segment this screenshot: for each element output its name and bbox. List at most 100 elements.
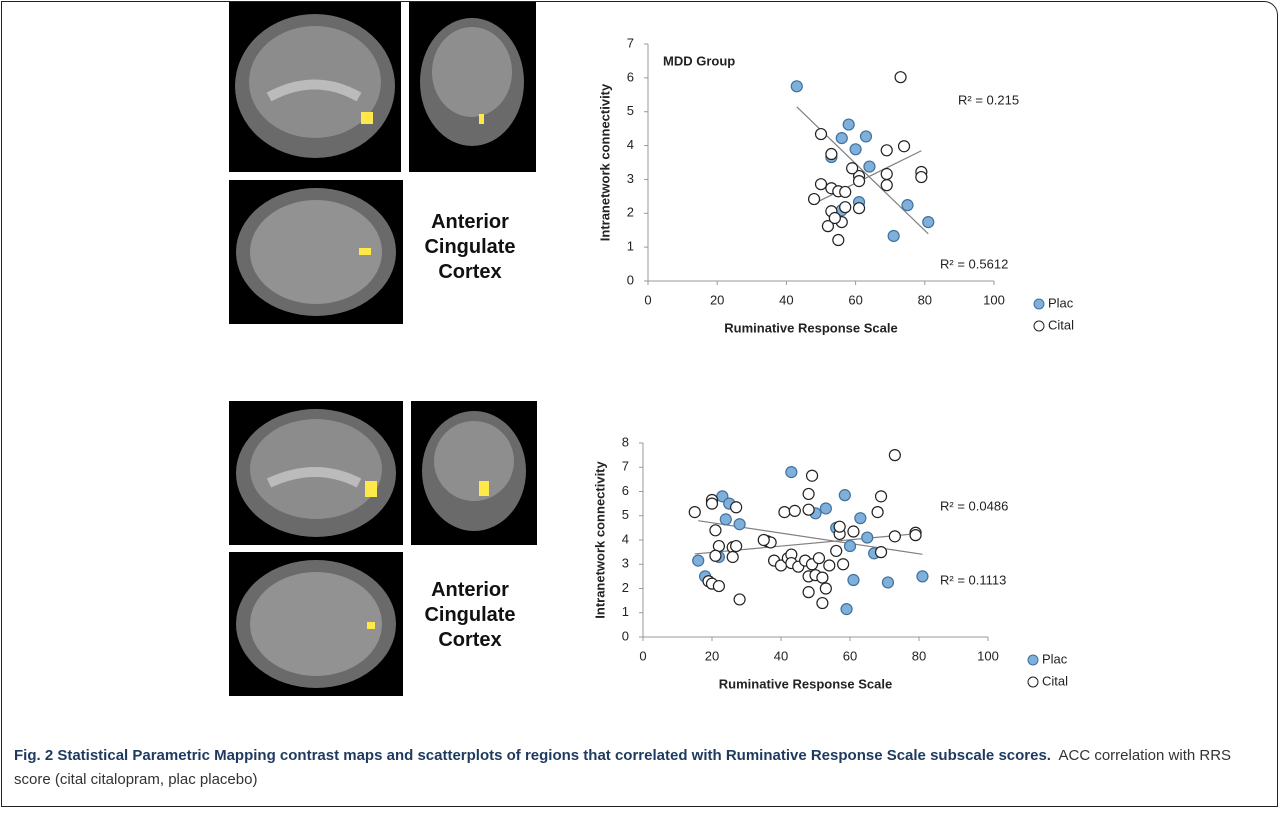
coronal-image bbox=[411, 401, 537, 545]
data-point bbox=[861, 531, 874, 544]
x-tick-label: 100 bbox=[983, 292, 1005, 307]
data-point bbox=[839, 201, 852, 214]
legend-marker bbox=[1027, 654, 1039, 666]
caption-text: ACC correlation with RRS score (cital ci… bbox=[14, 747, 1232, 788]
data-point bbox=[692, 554, 705, 567]
data-point bbox=[897, 140, 911, 153]
x-tick-label: 60 bbox=[843, 648, 857, 663]
region-label: Anterior Cingulate Cortex bbox=[424, 211, 516, 283]
data-point bbox=[915, 170, 928, 184]
data-point bbox=[881, 576, 895, 589]
data-point bbox=[757, 533, 770, 547]
y-tick-label: 0 bbox=[622, 628, 629, 643]
y-tick-label: 2 bbox=[627, 205, 634, 220]
data-point bbox=[880, 179, 893, 192]
data-point bbox=[874, 490, 888, 503]
annotation: R² = 0.215 bbox=[958, 92, 1019, 107]
data-point bbox=[709, 524, 722, 537]
data-point bbox=[901, 199, 914, 212]
data-point bbox=[816, 571, 829, 584]
axial-image bbox=[229, 552, 403, 696]
data-point bbox=[805, 469, 819, 482]
x-tick-label: 60 bbox=[848, 292, 862, 307]
data-point bbox=[785, 466, 798, 479]
data-point bbox=[847, 525, 860, 538]
data-point bbox=[819, 502, 832, 515]
y-tick-label: 8 bbox=[622, 434, 629, 449]
data-point bbox=[894, 71, 907, 84]
legend-label: Cital bbox=[1048, 317, 1074, 332]
data-point bbox=[814, 178, 828, 191]
data-point bbox=[688, 506, 701, 519]
annotation: R² = 0.1113 bbox=[940, 572, 1006, 587]
data-point bbox=[849, 143, 862, 156]
data-point bbox=[807, 192, 821, 206]
y-tick-label: 2 bbox=[622, 580, 629, 595]
y-tick-label: 4 bbox=[627, 137, 634, 152]
data-point bbox=[730, 539, 743, 553]
data-point bbox=[816, 596, 829, 610]
data-point bbox=[852, 202, 866, 215]
data-point bbox=[833, 520, 846, 533]
data-point bbox=[802, 503, 815, 516]
legend-marker bbox=[1027, 676, 1039, 688]
data-point bbox=[838, 489, 851, 502]
axial-image bbox=[229, 180, 403, 324]
data-point bbox=[871, 506, 884, 519]
data-point bbox=[840, 603, 853, 616]
y-tick-label: 1 bbox=[627, 239, 634, 254]
x-tick-label: 20 bbox=[710, 292, 724, 307]
data-point bbox=[887, 229, 900, 243]
data-point bbox=[922, 215, 935, 229]
y-tick-label: 5 bbox=[622, 507, 629, 522]
annotation: R² = 0.5612 bbox=[940, 256, 1008, 271]
data-point bbox=[802, 586, 815, 599]
data-point bbox=[778, 506, 791, 519]
data-point bbox=[705, 497, 719, 510]
sagittal-image bbox=[229, 2, 401, 172]
data-point bbox=[863, 160, 876, 173]
data-point bbox=[790, 80, 803, 93]
x-tick-label: 80 bbox=[912, 648, 926, 663]
data-point bbox=[719, 513, 732, 526]
annotation: MDD Group bbox=[663, 53, 735, 68]
legend-marker bbox=[1033, 298, 1045, 310]
x-tick-label: 20 bbox=[705, 648, 719, 663]
caption-title: Fig. 2 Statistical Parametric Mapping co… bbox=[14, 747, 1051, 764]
data-point bbox=[859, 130, 873, 143]
data-point bbox=[880, 144, 893, 157]
region-label: Anterior Cingulate Cortex bbox=[424, 579, 516, 651]
y-axis-label: Intranetwork connectivity bbox=[592, 460, 607, 618]
legend-label: Cital bbox=[1042, 673, 1068, 688]
data-point bbox=[814, 127, 828, 141]
data-point bbox=[828, 211, 841, 225]
data-point bbox=[821, 220, 835, 233]
y-tick-label: 3 bbox=[622, 556, 629, 571]
y-axis-label: Intranetwork connectivity bbox=[597, 83, 612, 241]
y-tick-label: 3 bbox=[627, 171, 634, 186]
data-point bbox=[812, 552, 826, 565]
data-point bbox=[888, 449, 901, 462]
sagittal-image bbox=[229, 401, 403, 545]
coronal-image bbox=[409, 2, 536, 172]
data-point bbox=[874, 546, 888, 559]
y-tick-label: 7 bbox=[622, 459, 629, 474]
x-tick-label: 40 bbox=[779, 292, 793, 307]
data-point bbox=[854, 512, 867, 525]
data-point bbox=[909, 529, 922, 542]
data-point bbox=[709, 549, 722, 562]
data-point bbox=[788, 504, 801, 517]
data-point bbox=[835, 132, 848, 145]
data-point bbox=[880, 167, 893, 181]
data-point bbox=[916, 570, 929, 583]
annotation: R² = 0.0486 bbox=[940, 498, 1008, 513]
x-axis-label: Ruminative Response Scale bbox=[724, 320, 897, 335]
y-tick-label: 5 bbox=[627, 103, 634, 118]
trend-line bbox=[813, 150, 922, 205]
data-point bbox=[852, 175, 866, 188]
y-tick-label: 4 bbox=[622, 531, 629, 546]
data-point bbox=[825, 147, 838, 161]
